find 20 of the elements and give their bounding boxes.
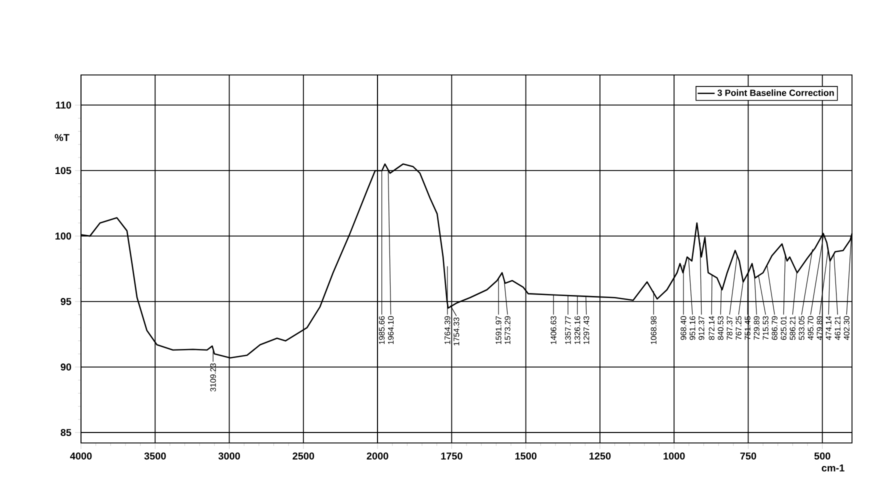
x-tick-label: 500 <box>814 452 830 460</box>
x-tick-label: 1250 <box>589 452 611 460</box>
y-tick-label: 105 <box>55 167 72 174</box>
x-tick-label: 1750 <box>441 452 462 460</box>
y-tick-label: 85 <box>60 428 72 436</box>
y-axis-title: %T <box>54 134 70 142</box>
y-tick-label: 100 <box>55 232 72 240</box>
x-axis-title: cm-1 <box>822 464 844 472</box>
x-tick-label: 2000 <box>366 452 388 460</box>
y-tick-label: 110 <box>56 102 72 109</box>
x-tick-label: 3500 <box>144 452 166 460</box>
x-tick-label: 750 <box>740 452 756 460</box>
x-tick-label: 3000 <box>218 452 240 460</box>
x-tick-label: 4000 <box>70 452 92 460</box>
y-tick-label: 90 <box>60 364 72 371</box>
legend-label: 3 Point Baseline Correction <box>718 89 834 96</box>
x-tick-label: 1000 <box>664 452 685 460</box>
x-tick-label: 2500 <box>292 452 314 460</box>
x-tick-label: 1500 <box>515 452 536 460</box>
y-tick-label: 95 <box>60 298 72 306</box>
